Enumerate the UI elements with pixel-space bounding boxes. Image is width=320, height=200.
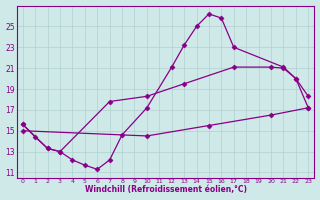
X-axis label: Windchill (Refroidissement éolien,°C): Windchill (Refroidissement éolien,°C): [84, 185, 246, 194]
